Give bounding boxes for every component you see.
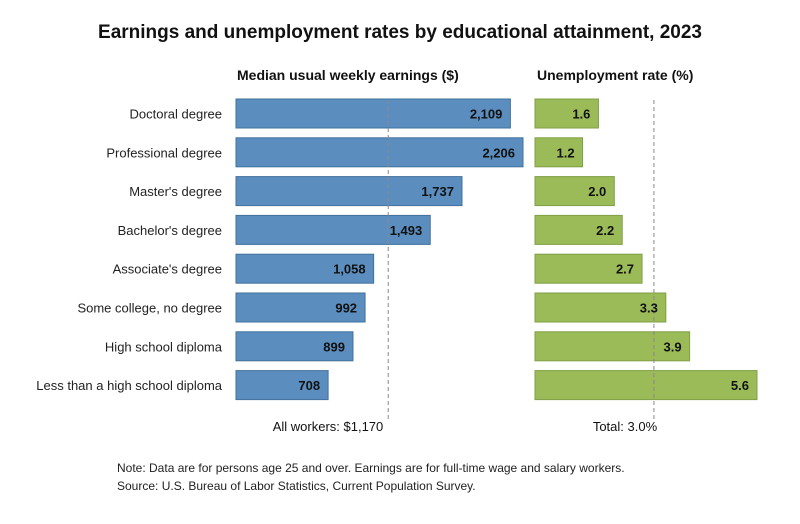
unemployment-bar [534, 370, 758, 401]
category-labels: Doctoral degree Professional degree Master… [36, 107, 223, 394]
earnings-value-label: 1,737 [421, 184, 454, 199]
earnings-reference-label: All workers: $1,170 [273, 419, 384, 434]
earnings-bar [235, 176, 463, 207]
earnings-bar [235, 370, 329, 401]
chart-source: Source: U.S. Bureau of Labor Statistics,… [117, 479, 476, 493]
earnings-bar [235, 331, 354, 362]
unemployment-value-label: 1.6 [572, 107, 590, 122]
category-label: Less than a high school diploma [36, 378, 223, 393]
chart-title: Earnings and unemployment rates by educa… [98, 22, 702, 43]
earnings-value-label: 2,206 [482, 145, 515, 160]
category-label: Professional degree [106, 145, 222, 160]
chart-note: Note: Data are for persons age 25 and ov… [117, 461, 625, 475]
earnings-bar [235, 214, 431, 245]
earnings-value-label: 708 [298, 378, 320, 393]
category-label: Some college, no degree [77, 301, 222, 316]
unemployment-value-label: 2.0 [588, 184, 606, 199]
unemployment-bar [534, 137, 584, 168]
unemployment-reference-label: Total: 3.0% [593, 419, 658, 434]
earnings-bar [235, 98, 511, 129]
unemployment-bars: 1.6 1.2 2.0 2.2 2.7 3.3 3.9 5.6 [534, 98, 758, 420]
unemployment-value-label: 3.3 [640, 301, 658, 316]
earnings-panel-title: Median usual weekly earnings ($) [237, 67, 459, 83]
earnings-bars: 2,109 2,206 1,737 1,493 1,058 992 899 708 [235, 98, 524, 420]
earnings-value-label: 1,058 [333, 262, 366, 277]
category-label: Associate's degree [113, 262, 222, 277]
unemployment-bar [534, 292, 667, 323]
earnings-bar [235, 137, 524, 168]
unemployment-bar [534, 331, 691, 362]
unemployment-bar [534, 98, 599, 129]
unemployment-value-label: 5.6 [731, 378, 749, 393]
category-label: High school diploma [105, 339, 223, 354]
category-label: Doctoral degree [130, 107, 223, 122]
unemployment-value-label: 2.7 [616, 262, 634, 277]
unemployment-bar [534, 176, 615, 207]
earnings-value-label: 992 [335, 301, 357, 316]
unemployment-panel-title: Unemployment rate (%) [537, 67, 693, 83]
unemployment-value-label: 2.2 [596, 223, 614, 238]
earnings-bar [235, 292, 366, 323]
unemployment-bar [534, 214, 623, 245]
earnings-value-label: 1,493 [390, 223, 423, 238]
earnings-value-label: 2,109 [470, 107, 503, 122]
category-label: Master's degree [129, 184, 222, 199]
earnings-value-label: 899 [323, 339, 345, 354]
unemployment-value-label: 3.9 [664, 339, 682, 354]
unemployment-value-label: 1.2 [556, 145, 574, 160]
category-label: Bachelor's degree [118, 223, 222, 238]
unemployment-bar [534, 253, 643, 284]
earnings-bar [235, 253, 375, 284]
